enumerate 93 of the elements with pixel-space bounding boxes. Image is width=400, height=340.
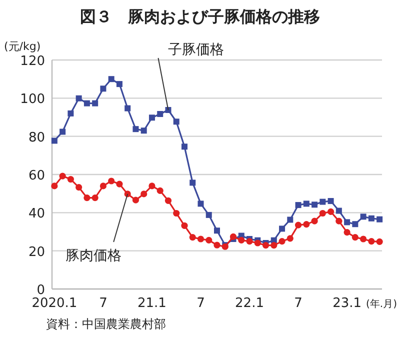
point <box>336 218 342 224</box>
point <box>254 240 261 246</box>
point <box>156 187 164 194</box>
point <box>124 105 131 112</box>
point <box>108 76 114 82</box>
point <box>287 216 294 223</box>
point <box>360 236 367 242</box>
text: 資料：中国農業農村部 <box>46 317 166 331</box>
point <box>181 144 188 150</box>
point <box>344 219 350 226</box>
point <box>319 210 326 217</box>
point <box>140 190 148 198</box>
point <box>320 198 326 205</box>
point <box>294 222 302 228</box>
point <box>214 228 220 234</box>
x-tick-label: 2020.1 <box>32 296 78 311</box>
y-tick-label: 40 <box>28 206 45 222</box>
point <box>132 126 139 132</box>
point <box>189 234 196 241</box>
point <box>51 138 58 144</box>
y-tick-label: 20 <box>28 244 45 260</box>
point <box>352 234 358 241</box>
chart-title: 図３ 豚肉および子豚価格の推移 <box>80 7 320 26</box>
point <box>327 208 334 216</box>
point <box>230 233 237 240</box>
point <box>157 111 164 118</box>
point <box>148 182 156 190</box>
point <box>246 238 253 245</box>
point <box>206 212 212 218</box>
point <box>100 182 107 190</box>
point <box>206 236 212 244</box>
y-tick-label: 100 <box>20 92 45 108</box>
point <box>238 236 245 244</box>
point <box>344 229 350 236</box>
y-tick-label: 80 <box>28 130 45 146</box>
point <box>278 238 286 245</box>
point <box>295 202 302 208</box>
point <box>84 194 90 202</box>
point <box>51 182 58 190</box>
point <box>197 236 204 242</box>
point <box>116 81 122 88</box>
y-tick-label: 60 <box>28 168 45 184</box>
text: 子豚価格 <box>168 42 224 58</box>
point <box>181 222 188 229</box>
point <box>360 214 366 220</box>
point <box>368 215 374 222</box>
point <box>92 194 98 202</box>
point <box>190 180 196 186</box>
y-tick-label: 120 <box>20 54 45 69</box>
point <box>100 86 106 92</box>
point <box>286 235 294 242</box>
point <box>303 200 310 207</box>
point <box>198 200 204 207</box>
x-tick-label: 7 <box>99 296 108 311</box>
text: 豚肉価格 <box>66 248 122 264</box>
point <box>76 95 82 102</box>
point <box>376 216 383 222</box>
point <box>59 172 66 180</box>
x-tick-label: 23.1 <box>332 296 362 311</box>
point <box>214 242 220 248</box>
point <box>352 221 358 228</box>
point <box>328 198 334 204</box>
point <box>116 180 123 188</box>
point <box>165 107 172 113</box>
point <box>368 238 375 245</box>
point <box>67 176 74 183</box>
x-tick-label: 22.1 <box>235 296 264 311</box>
y-axis-title: (元/kg) <box>4 40 41 53</box>
point <box>84 100 90 106</box>
x-tick-label: 21.1 <box>138 296 166 311</box>
point <box>311 218 318 224</box>
point <box>76 184 82 191</box>
point <box>336 208 342 214</box>
point <box>312 202 318 208</box>
point <box>303 221 310 228</box>
y-tick-label: 0 <box>36 283 45 298</box>
x-tick-label: 7 <box>196 296 205 311</box>
point <box>173 118 180 125</box>
point <box>140 128 147 134</box>
point <box>279 226 286 232</box>
point <box>92 100 98 106</box>
point <box>148 114 155 121</box>
point <box>262 242 270 249</box>
point <box>68 110 74 116</box>
point <box>164 197 172 204</box>
point <box>108 178 115 184</box>
x-tick-label: 7 <box>294 296 302 311</box>
point <box>132 196 140 204</box>
point <box>173 210 180 217</box>
point <box>270 242 278 249</box>
point <box>60 128 66 135</box>
x-axis-title: (年.月) <box>366 298 398 310</box>
point <box>376 238 383 245</box>
